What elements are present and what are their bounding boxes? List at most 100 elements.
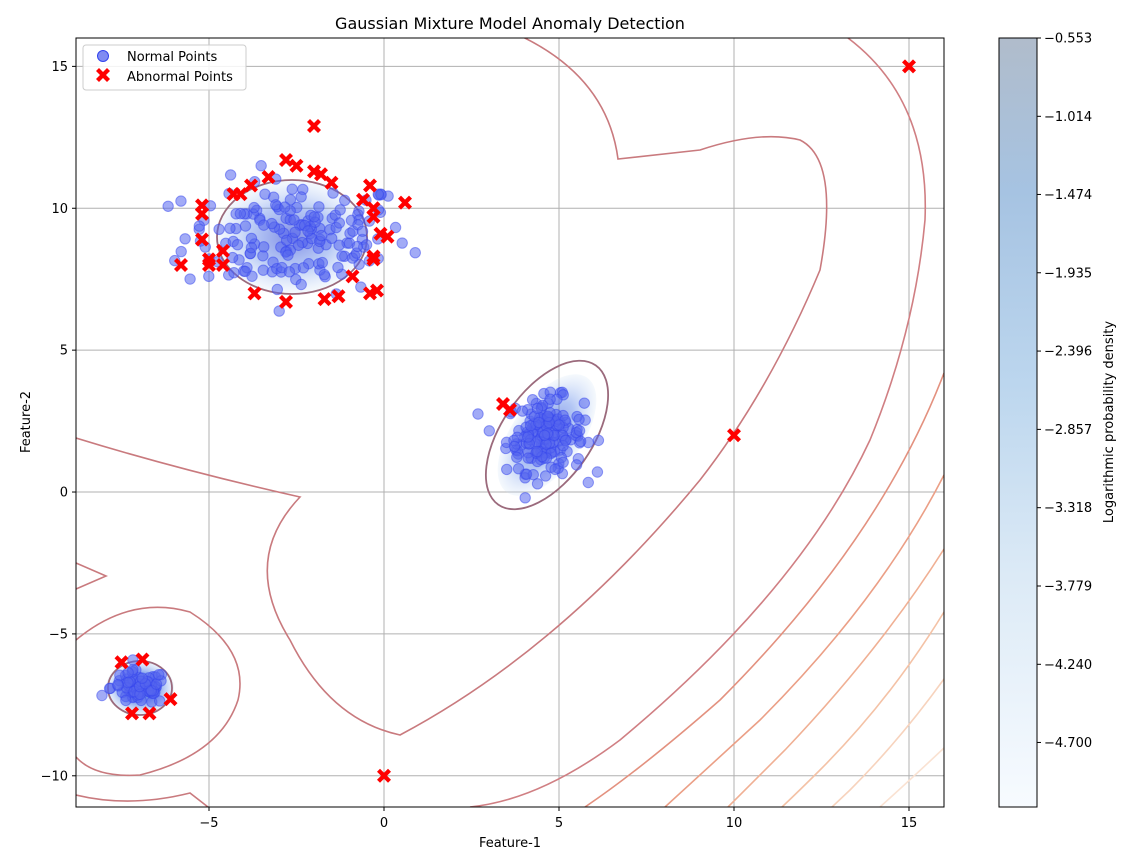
normal-point [286,183,298,195]
normal-point [175,195,187,207]
normal-point [326,232,338,245]
normal-point [519,492,531,504]
abnormal-point [279,294,293,309]
abnormal-point [114,655,129,670]
y-tick-label: −10 [41,769,68,784]
abnormal-point [195,232,209,247]
abnormal-point [356,192,370,207]
chart-title: Gaussian Mixture Model Anomaly Detection [335,14,685,33]
normal-point [511,451,523,464]
normal-point [351,240,364,253]
normal-point [339,194,351,207]
abnormal-point [233,187,248,202]
normal-point [538,429,551,442]
normal-point [333,239,345,251]
abnormal-point [216,243,230,258]
colorbar-tick-label: −2.396 [1044,345,1092,360]
normal-point [258,219,270,231]
contour-line [76,606,241,777]
normal-point [483,425,495,437]
colorbar-tick-label: −3.318 [1044,501,1092,516]
normal-point [179,233,191,245]
normal-point [522,452,534,464]
normal-point [175,245,187,258]
normal-point [533,416,545,429]
legend-normal-label: Normal Points [127,50,217,65]
contour-line [584,372,944,807]
abnormal-point [314,167,328,182]
normal-point [224,222,236,234]
normal-point [295,191,307,203]
normal-point [282,249,294,261]
contour-line [76,792,209,807]
abnormal-point [142,706,157,721]
contour-line [469,38,927,807]
normal-point [112,678,124,691]
colorbar-tick-label: −1.014 [1044,110,1092,125]
contour-line [831,678,944,807]
x-tick-label: 10 [726,816,743,831]
normal-point [153,668,165,681]
abnormal-point [261,170,276,185]
colorbar-tick-label: −0.553 [1044,32,1092,47]
contour-line [76,562,109,590]
normal-point [522,431,534,443]
normal-point [531,445,543,458]
y-axis-ticks: −10 −5 0 5 10 15 [41,60,76,784]
normal-point [582,476,594,489]
normal-point [271,283,284,296]
normal-point [162,200,174,212]
normal-point [234,207,247,220]
abnormal-point [174,258,188,273]
abnormal-point [195,206,209,221]
normal-point [372,188,384,200]
colorbar-tick-label: −3.779 [1044,579,1092,594]
normal-point [396,237,408,249]
abnormal-point [317,292,332,307]
normal-point [327,187,339,199]
normal-point [153,695,166,707]
x-tick-label: 5 [555,816,563,831]
normal-point [508,440,521,453]
abnormal-point [366,209,381,224]
normal-point [574,435,587,448]
normal-point [332,261,344,274]
abnormal-point [216,258,230,273]
normal-point [570,459,583,471]
normal-point [120,694,132,707]
normal-point [316,256,329,269]
abnormal-point [289,158,304,173]
normal-point [578,397,591,409]
normal-point [122,666,134,679]
normal-point [259,188,271,200]
normal-point [336,250,348,262]
normal-point [333,217,346,229]
contour-line [727,548,944,807]
normal-point [409,246,421,259]
normal-point [573,425,586,437]
normal-point [516,405,529,417]
normal-point [245,241,258,254]
normal-point [539,470,552,482]
normal-point [228,267,240,279]
normal-point [591,466,604,478]
normal-point [531,478,544,490]
abnormal-point [377,768,391,783]
normal-point [297,262,310,274]
legend-abnormal-marker [96,68,110,82]
x-axis-label: Feature-1 [479,836,541,851]
legend: Normal Points Abnormal Points [82,44,247,91]
normal-point [258,241,270,253]
y-tick-label: 5 [60,344,68,359]
normal-point [203,270,215,283]
abnormal-point [244,178,258,193]
legend-normal-marker [97,50,109,62]
normal-point [302,225,314,237]
contour-line [76,38,828,736]
colorbar-tick-label: −2.857 [1044,423,1092,438]
normal-point [231,238,244,251]
abnormal-point [380,229,395,244]
colorbar-gradient [998,37,1038,808]
colorbar-tick-label: −1.935 [1044,266,1092,281]
